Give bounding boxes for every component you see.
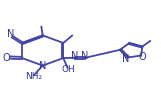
Text: NH₂: NH₂ <box>25 72 42 81</box>
Text: O: O <box>3 53 10 63</box>
Text: OH: OH <box>62 65 76 74</box>
Text: N: N <box>71 51 79 61</box>
Text: N: N <box>81 51 89 61</box>
Text: O: O <box>139 52 146 62</box>
Text: N: N <box>7 29 14 39</box>
Text: N: N <box>122 54 130 64</box>
Text: N: N <box>39 61 47 71</box>
Text: ··: ·· <box>70 55 75 64</box>
